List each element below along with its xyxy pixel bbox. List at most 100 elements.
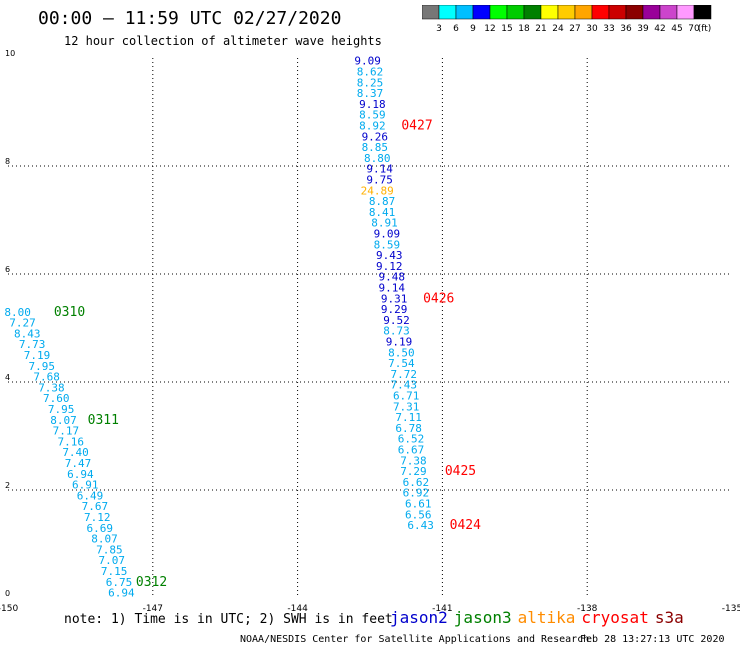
wave-height-value: 8.92: [359, 120, 386, 133]
wave-height-value: 9.43: [376, 249, 403, 262]
wave-height-value: 6.92: [403, 487, 430, 500]
wave-height-value: 7.54: [388, 357, 415, 370]
wave-height-value: 9.14: [366, 163, 393, 176]
legend-label: 45: [671, 24, 682, 34]
y-tick-label: 2: [5, 481, 10, 490]
wave-height-value: 8.80: [364, 152, 391, 165]
wave-height-value: 7.95: [48, 403, 75, 416]
satellite-altika: altika: [517, 608, 576, 627]
legend-label: 33: [603, 24, 614, 34]
credit-text: NOAA/NESDIS Center for Satellite Applica…: [240, 634, 590, 645]
y-tick-label: 6: [5, 265, 10, 274]
x-tick-label: -144: [287, 604, 308, 614]
wave-height-value: 7.67: [82, 500, 109, 513]
x-tick-label: -150: [0, 604, 18, 614]
wave-height-value: 6.43: [407, 519, 434, 532]
wave-height-value: 7.16: [57, 435, 84, 448]
wave-height-value: 6.78: [395, 422, 422, 435]
note-text: note: 1) Time is in UTC; 2) SWH is in fe…: [64, 612, 393, 627]
wave-height-value: 8.91: [371, 217, 398, 230]
x-tick-label: -135: [722, 604, 740, 614]
wave-height-value: 9.26: [362, 130, 389, 143]
x-tick-label: -147: [143, 604, 163, 614]
wave-height-value: 8.07: [50, 414, 77, 427]
wave-height-value: 9.48: [378, 271, 405, 284]
legend-label: 30: [586, 24, 598, 34]
pass-time-label: 0311: [88, 413, 119, 428]
wave-height-value: 7.68: [33, 371, 60, 384]
wave-height-value: 6.75: [106, 576, 133, 589]
wave-height-value: 6.94: [108, 587, 135, 600]
wave-height-value: 8.87: [369, 195, 396, 208]
wave-height-value: 9.29: [381, 303, 408, 316]
legend-label: 3: [436, 24, 442, 34]
wave-height-value: 8.50: [388, 346, 415, 359]
wave-height-value: 7.47: [65, 457, 92, 470]
chart-subtitle: 12 hour collection of altimeter wave hei…: [64, 34, 382, 48]
satellite-s3a: s3a: [654, 608, 684, 627]
pass-time-label: 0312: [136, 575, 167, 590]
legend-label: 15: [501, 24, 512, 34]
pass-time-label: 0310: [54, 305, 85, 320]
wave-height-value: 8.37: [357, 87, 384, 100]
pass-time-label: 0425: [445, 464, 476, 479]
legend-label: 39: [637, 24, 649, 34]
pass-time-label: 0424: [450, 518, 481, 533]
legend-label: 27: [569, 24, 580, 34]
color-legend: 3 6 9 12 15 18 21 24 27 30 33 36 39 42 45 70(ft): [422, 5, 712, 34]
wave-height-value: 7.85: [96, 543, 123, 556]
wave-height-value: 7.38: [400, 454, 427, 467]
wave-height-value: 6.94: [67, 468, 94, 481]
satellite-jason3: jason3: [453, 608, 512, 627]
wave-height-value: 8.59: [374, 238, 401, 251]
wave-height-value: 6.49: [77, 489, 104, 502]
wave-height-value: 7.43: [391, 379, 418, 392]
legend-swatch: [693, 5, 712, 20]
x-tick-label: -138: [577, 604, 598, 614]
wave-height-value: 9.31: [381, 292, 408, 305]
wave-height-value: 7.60: [43, 392, 70, 405]
wave-height-value: 8.00: [4, 306, 31, 319]
legend-label: 42: [654, 24, 665, 34]
wave-height-value: 9.19: [386, 336, 413, 349]
wave-height-value: 9.12: [376, 260, 403, 273]
y-tick-label: 4: [5, 373, 10, 382]
timestamp-text: Feb 28 13:27:13 UTC 2020: [580, 634, 725, 645]
wave-height-value: 7.19: [24, 349, 51, 362]
wave-height-value: 7.38: [38, 381, 65, 394]
wave-height-value: 7.17: [53, 425, 80, 438]
wave-height-value: 8.62: [357, 66, 384, 79]
legend-label: 36: [620, 24, 632, 34]
wave-height-value: 7.12: [84, 511, 111, 524]
legend-label: 6: [453, 24, 459, 34]
satellite-legend: jason2 jason3 altika cryosat s3a: [390, 608, 690, 627]
wave-height-value: 7.72: [391, 368, 418, 381]
wave-height-value: 7.29: [400, 465, 427, 478]
wave-height-value: 7.73: [19, 338, 46, 351]
y-tick-label: 0: [5, 589, 10, 598]
wave-height-value: 6.91: [72, 479, 99, 492]
wave-height-value: 8.59: [359, 109, 386, 122]
wave-height-value: 8.73: [383, 325, 410, 338]
wave-height-value: 9.09: [354, 55, 381, 68]
wave-height-value: 6.61: [405, 498, 432, 511]
wave-height-value: 6.56: [405, 508, 432, 521]
legend-label: (ft): [698, 24, 712, 34]
wave-height-value: 8.25: [357, 76, 384, 89]
wave-height-value: 8.85: [362, 141, 389, 154]
wave-height-value: 8.41: [369, 206, 396, 219]
wave-height-value: 6.62: [403, 476, 430, 489]
y-tick-label: 8: [5, 157, 10, 166]
legend-label: 12: [484, 24, 495, 34]
wave-height-value: 8.43: [14, 327, 41, 340]
wave-height-value: 7.27: [9, 317, 36, 330]
wave-height-value: 6.71: [393, 390, 420, 403]
y-tick-label: 10: [5, 49, 15, 58]
wave-height-value: 7.11: [395, 411, 422, 424]
wave-height-value: 6.52: [398, 433, 425, 446]
wave-height-value: 7.95: [29, 360, 56, 373]
chart-title: 00:00 – 11:59 UTC 02/27/2020: [38, 8, 342, 29]
wave-height-value: 7.31: [393, 400, 420, 413]
wave-height-value: 9.75: [366, 174, 393, 187]
legend-label: 18: [518, 24, 530, 34]
